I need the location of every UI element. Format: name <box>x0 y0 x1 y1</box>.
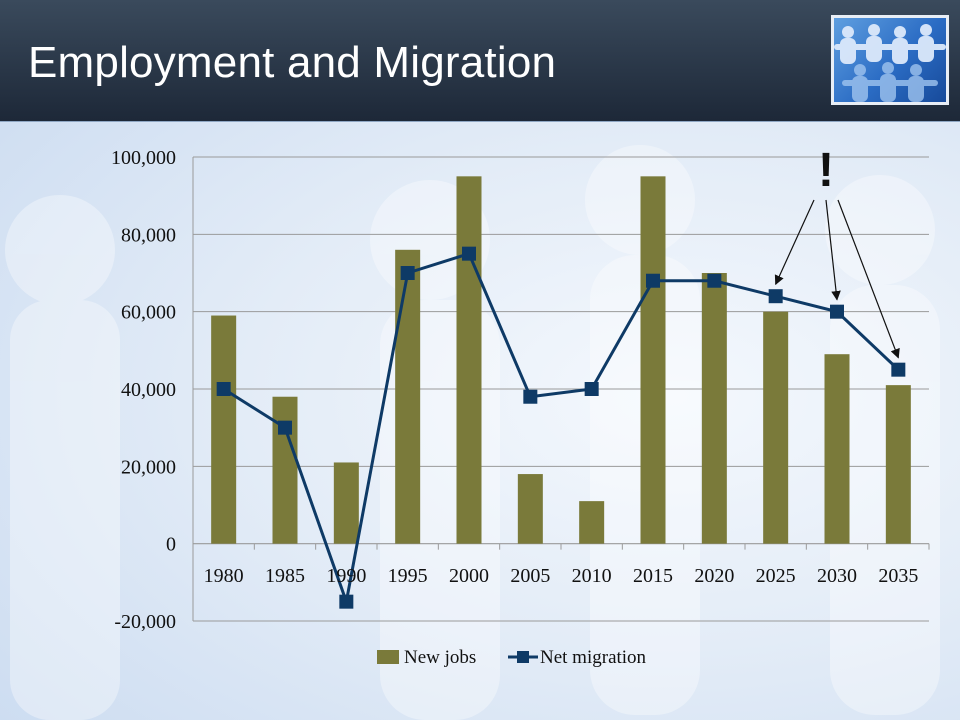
y-axis-tick-labels: -20,000 0 20,000 40,000 60,000 80,000 100,000 <box>111 147 176 633</box>
bar-new-jobs <box>763 311 789 544</box>
x-tick-label: 1985 <box>265 565 305 587</box>
net-migration-point <box>768 289 783 304</box>
x-tick-label: 2020 <box>694 565 734 587</box>
annotation-arrow <box>774 199 815 286</box>
y-tick-label: 40,000 <box>121 379 176 401</box>
bar-new-jobs <box>333 462 359 544</box>
paper-people-chain-icon <box>831 15 949 105</box>
net-migration-point <box>584 382 599 396</box>
bar-new-jobs <box>456 176 482 544</box>
net-migration-point <box>891 362 906 377</box>
gridlines <box>192 156 930 622</box>
y-tick-label: 0 <box>166 534 176 556</box>
x-tick-label: 2025 <box>756 565 796 587</box>
bar-new-jobs <box>272 396 298 544</box>
net-migration-point <box>707 273 722 288</box>
legend-label-new-jobs: New jobs <box>404 647 476 668</box>
bar-new-jobs <box>885 385 911 544</box>
net-migration-point <box>462 246 476 261</box>
bars-new-jobs <box>211 176 911 544</box>
x-tick-label: 2015 <box>633 565 673 587</box>
x-tick-label: 1995 <box>388 565 428 587</box>
bar-new-jobs <box>517 474 543 544</box>
x-tick-label: 2005 <box>510 565 550 587</box>
y-tick-label: 80,000 <box>121 224 176 246</box>
annotation: ! <box>774 144 900 359</box>
legend: New jobs Net migration <box>377 647 647 668</box>
net-migration-point <box>216 382 231 396</box>
net-migration-point <box>646 273 660 288</box>
bar-new-jobs <box>395 249 421 544</box>
net-migration-point <box>830 304 844 319</box>
net-migration-point <box>339 594 354 609</box>
x-tick-label: 2000 <box>449 565 489 587</box>
x-axis-tick-labels: 1980 1985 1990 1995 2000 2005 2010 2015 2020 2025… <box>204 565 919 587</box>
annotation-arrow <box>837 199 900 359</box>
bar-new-jobs <box>701 273 727 544</box>
slide-title: Employment and Migration <box>28 38 557 87</box>
y-tick-label: 60,000 <box>121 302 176 324</box>
x-tick-label: 2010 <box>572 565 612 587</box>
line-net-migration <box>216 246 906 609</box>
legend-swatch-new-jobs <box>377 650 399 664</box>
title-bar: Employment and Migration <box>0 0 960 122</box>
x-tick-label: 1990 <box>326 565 366 587</box>
y-tick-label: 20,000 <box>121 456 176 478</box>
annotation-exclamation: ! <box>818 144 834 197</box>
legend-label-net-migration: Net migration <box>540 647 647 668</box>
x-tick-label: 2035 <box>878 565 918 587</box>
y-tick-label: 100,000 <box>111 147 176 169</box>
net-migration-point <box>523 389 538 404</box>
legend-marker-net-migration <box>517 651 529 663</box>
bar-new-jobs <box>640 176 666 544</box>
net-migration-point <box>278 420 292 435</box>
x-tick-label: 1980 <box>204 565 244 587</box>
net-migration-point <box>400 266 415 280</box>
net-migration-line <box>222 251 900 608</box>
annotation-arrow <box>825 199 841 301</box>
bar-new-jobs <box>824 354 850 544</box>
x-tick-label: 2030 <box>817 565 857 587</box>
bar-new-jobs <box>211 315 237 544</box>
bar-new-jobs <box>579 501 605 544</box>
y-tick-label: -20,000 <box>114 611 176 633</box>
